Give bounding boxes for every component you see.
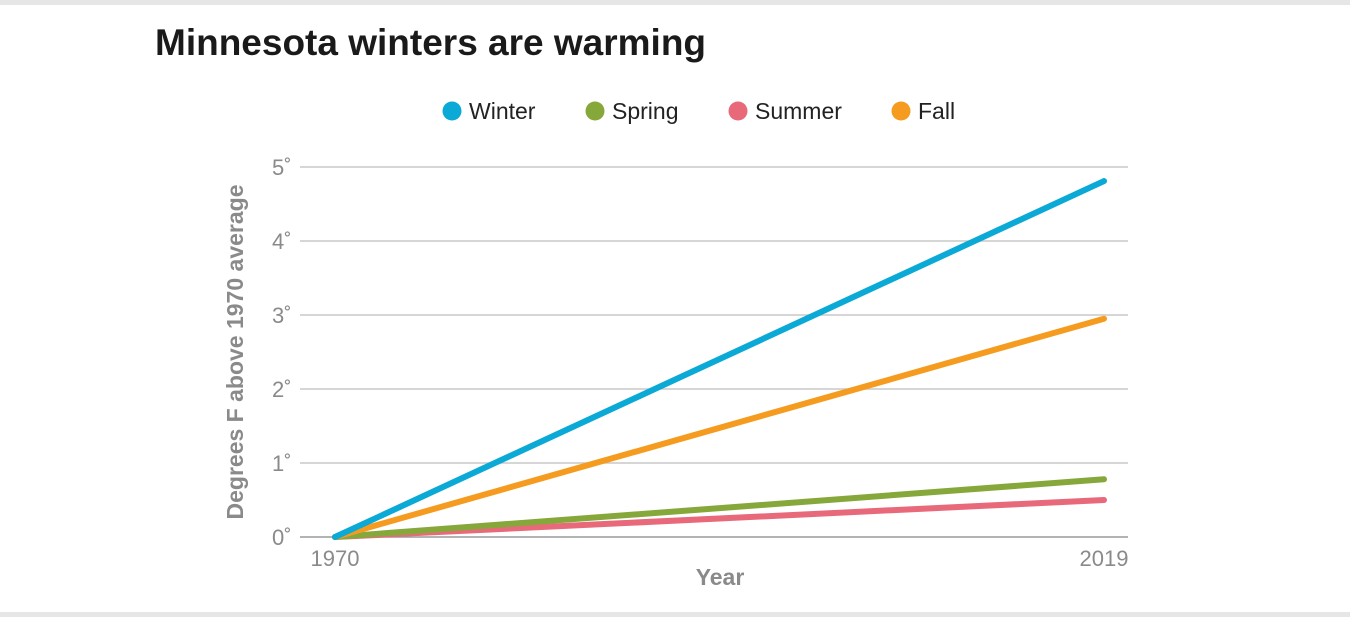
legend-marker-spring [585, 101, 605, 121]
y-tick-label: 5˚ [272, 155, 292, 180]
bottom-border [0, 612, 1350, 617]
x-tick-label: 2019 [1080, 546, 1129, 571]
legend-marker-winter [442, 101, 462, 121]
y-tick-label: 0˚ [272, 525, 292, 550]
y-tick-label: 3˚ [272, 303, 292, 328]
x-axis-label: Year [696, 564, 745, 590]
y-axis-label: Degrees F above 1970 average [222, 185, 248, 520]
legend-marker-summer [728, 101, 748, 121]
x-tick-label: 1970 [311, 546, 360, 571]
legend-label: Winter [469, 98, 536, 124]
series-line-winter [332, 178, 1107, 540]
legend-label: Summer [755, 98, 842, 124]
y-tick-label: 4˚ [272, 229, 292, 254]
series-line-summer [332, 497, 1107, 540]
legend-marker-fall [891, 101, 911, 121]
y-tick-label: 2˚ [272, 377, 292, 402]
series-line-spring [332, 476, 1107, 540]
top-border [0, 0, 1350, 5]
chart-title: Minnesota winters are warming [155, 22, 707, 63]
legend-label: Spring [612, 98, 678, 124]
series-line-fall [332, 315, 1107, 540]
legend-label: Fall [918, 98, 955, 124]
y-tick-label: 1˚ [272, 451, 292, 476]
